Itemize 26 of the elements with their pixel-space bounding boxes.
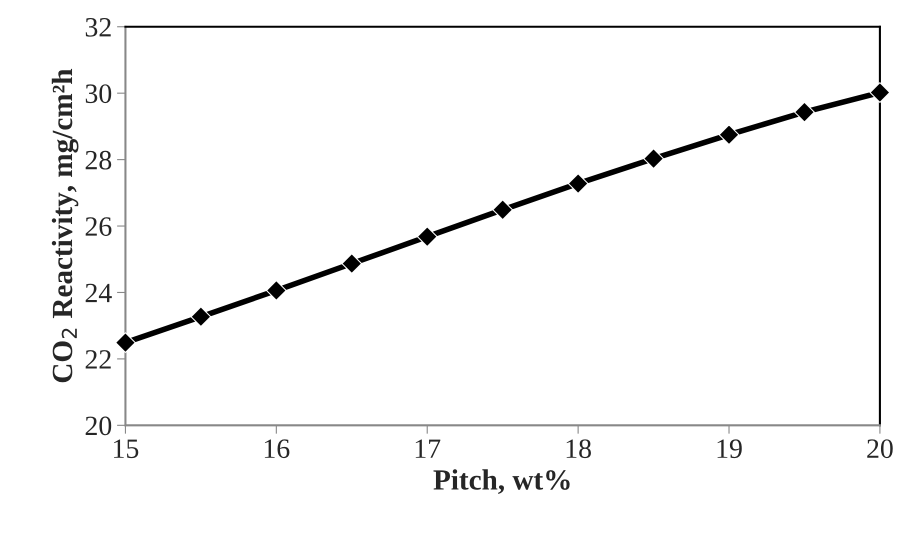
y-tick-label: 24 bbox=[86, 284, 112, 302]
point bbox=[115, 332, 136, 353]
point bbox=[190, 306, 212, 328]
y-tick-label: 26 bbox=[86, 217, 112, 236]
y-tick-label: 20 bbox=[86, 416, 112, 436]
y-axis-title: CO$_{2}$ Reactivity, mg/cm²h bbox=[52, 68, 78, 382]
point bbox=[568, 173, 588, 194]
y-tick-label: 28 bbox=[86, 150, 112, 170]
point bbox=[718, 124, 740, 146]
point bbox=[870, 82, 890, 103]
x-tick-label: 18 bbox=[566, 439, 591, 458]
y-tick-label: 32 bbox=[86, 18, 111, 37]
x-tick-label: 16 bbox=[264, 439, 290, 458]
point bbox=[266, 280, 287, 301]
point bbox=[416, 226, 438, 248]
x-tick-label: 17 bbox=[416, 439, 440, 458]
x-tick-label: 19 bbox=[718, 439, 742, 458]
point bbox=[492, 199, 514, 220]
point bbox=[794, 102, 815, 122]
x-axis-title: Pitch, wt% bbox=[434, 469, 570, 494]
y-tick-label: 30 bbox=[86, 84, 112, 104]
point bbox=[341, 253, 362, 274]
x-tick-label: 20 bbox=[867, 439, 893, 458]
x-tick-label: 15 bbox=[114, 439, 138, 458]
point bbox=[643, 148, 664, 169]
y-tick-label: 22 bbox=[86, 350, 111, 369]
